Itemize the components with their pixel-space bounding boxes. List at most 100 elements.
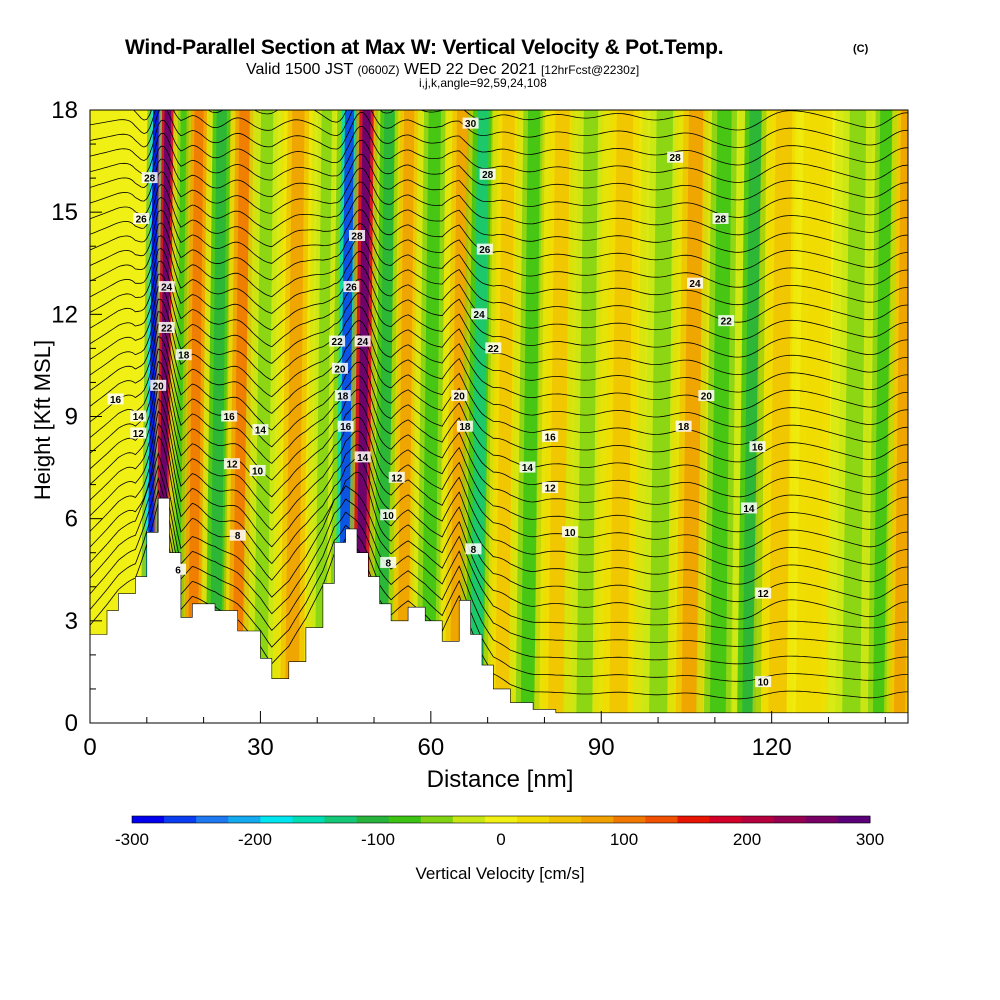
isentrope-line: [90, 209, 908, 306]
contour-label-text: 16: [110, 395, 122, 406]
colorbar-segment: [741, 816, 775, 823]
contour-label-text: 28: [670, 153, 682, 164]
isentrope-line: [90, 247, 908, 358]
y-tick-label: 9: [65, 404, 78, 431]
colorbar-segment: [613, 816, 646, 823]
y-tick-label: 3: [65, 608, 78, 635]
pot-temp-contours: [90, 110, 908, 700]
velocity-band: [253, 110, 274, 723]
contour-label-text: 10: [252, 466, 264, 477]
terrain-mask: [90, 497, 908, 723]
contour-label-text: 10: [758, 678, 770, 689]
colorbar-tick-label: 200: [733, 830, 761, 849]
contour-label-text: 22: [161, 323, 173, 334]
x-tick-label: 30: [247, 734, 274, 761]
valid-time-line: Valid 1500 JST (0600Z) WED 22 Dec 2021 […: [246, 61, 639, 79]
contour-label-text: 26: [136, 214, 148, 225]
contour-label: 14: [130, 410, 147, 423]
contour-label: 20: [150, 379, 167, 392]
velocity-band: [842, 110, 867, 723]
colorbar-segment: [773, 816, 807, 823]
colorbar-segment: [228, 816, 261, 823]
isentrope-line: [90, 222, 908, 323]
isentrope-line: [90, 452, 908, 630]
velocity-band: [314, 110, 332, 723]
contour-label-text: 22: [332, 337, 344, 348]
contour-label-text: 28: [144, 174, 156, 185]
contour-label: 12: [130, 427, 147, 440]
contour-label: 14: [740, 502, 757, 515]
colorbar-segment: [837, 816, 871, 823]
contour-label-text: 30: [465, 119, 477, 130]
isentrope-line: [90, 311, 908, 445]
colorbar-segment: [388, 816, 422, 823]
isentrope-line: [90, 158, 908, 236]
velocity-band: [187, 110, 204, 723]
isentrope-line: [90, 385, 908, 550]
y-axis-label: Height [Kft MSL]: [30, 339, 55, 501]
contour-label-text: 26: [346, 283, 358, 294]
contour-label: 8: [465, 543, 482, 556]
velocity-band: [284, 110, 305, 723]
colorbar-segment: [484, 816, 518, 823]
contour-label: 24: [158, 281, 175, 294]
colorbar-segment: [196, 816, 229, 823]
colorbar-segment: [452, 816, 486, 823]
y-tick-label: 18: [51, 97, 78, 124]
colorbar-segment: [709, 816, 743, 823]
colorbar-tick-label: -200: [238, 830, 272, 849]
isentrope-line: [90, 110, 908, 148]
colorbar-segment: [805, 816, 839, 823]
contour-label: 8: [380, 556, 397, 569]
isentrope-line: [133, 110, 908, 131]
contour-label: 16: [107, 393, 124, 406]
contour-label-text: 20: [334, 364, 346, 375]
contour-label: 18: [456, 420, 473, 433]
forecast-info: [12hrFcst@2230z]: [540, 63, 640, 77]
colorbar-segment: [260, 816, 293, 823]
colorbar-tick-label: -100: [361, 830, 395, 849]
contour-label: 16: [221, 410, 238, 423]
contour-label-text: 22: [721, 317, 733, 328]
copyright-mark: (C): [853, 43, 869, 55]
contour-label: 28: [712, 212, 729, 225]
contour-label: 6: [170, 563, 187, 576]
contour-label: 22: [329, 335, 346, 348]
colorbar-tick-label: 100: [610, 830, 638, 849]
contour-label-text: 20: [153, 381, 165, 392]
velocity-band: [547, 110, 570, 723]
contour-label: 10: [380, 509, 397, 522]
contour-label: 26: [343, 281, 360, 294]
contour-label-text: 14: [133, 412, 145, 423]
contour-label: 12: [755, 587, 772, 600]
valid-prefix: Valid 1500 JST: [246, 61, 354, 78]
contour-label: 26: [133, 212, 150, 225]
contour-label-text: 20: [701, 392, 713, 403]
contour-label-text: 22: [488, 344, 500, 355]
colorbar-segment: [324, 816, 358, 823]
colorbar-segment: [132, 816, 165, 823]
contour-label-text: 18: [337, 392, 349, 403]
contour-labels: 30 28 28 28 26 28 26 28 24 26 24 24 22 22 24 22 22 18 20 20…: [107, 117, 772, 689]
valid-date: WED 22 Dec 2021: [403, 61, 537, 78]
colorbar: -300 -200 -100 0 100 200 300: [115, 815, 884, 849]
contour-label: 12: [388, 471, 405, 484]
contour-label-text: 28: [351, 232, 363, 243]
colorbar-segment: [292, 816, 326, 823]
contour-label: 10: [562, 526, 579, 539]
y-tick-label: 0: [65, 710, 78, 737]
colorbar-segment: [356, 816, 390, 823]
isentrope-line: [90, 119, 908, 183]
contour-label-text: 14: [357, 453, 369, 464]
contour-label-text: 12: [545, 484, 557, 495]
contour-label: 16: [337, 420, 354, 433]
y-axis: 0 3 6 9 12 15 18: [51, 97, 102, 737]
contour-label: 26: [476, 243, 493, 256]
chart-title: Wind-Parallel Section at Max W: Vertical…: [125, 36, 724, 59]
contour-label: 24: [354, 335, 371, 348]
isentrope-line: [90, 286, 908, 410]
contour-label-text: 18: [678, 422, 690, 433]
contour-label: 18: [334, 390, 351, 403]
y-tick-label: 12: [51, 301, 78, 328]
